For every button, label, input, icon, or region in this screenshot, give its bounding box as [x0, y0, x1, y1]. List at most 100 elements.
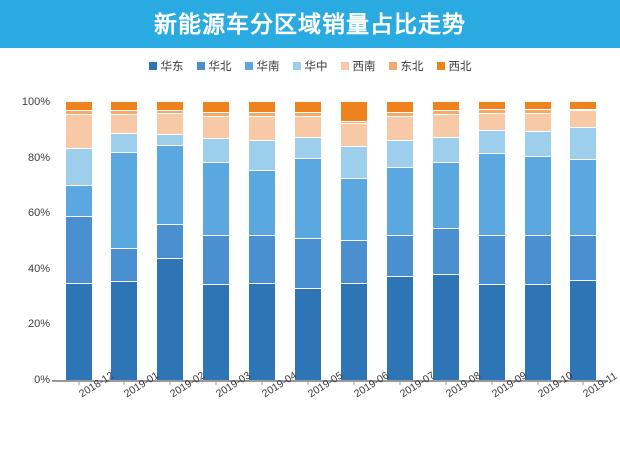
stacked-bar[interactable] [432, 102, 459, 380]
stacked-bar[interactable] [203, 102, 230, 380]
stacked-bar[interactable] [386, 102, 413, 380]
bar-segment-华中[interactable] [157, 133, 184, 146]
bar-segment-华中[interactable] [249, 139, 276, 171]
bar-segment-华东[interactable] [295, 288, 322, 380]
bar-segment-华南[interactable] [340, 178, 367, 240]
bar-segment-华东[interactable] [111, 281, 138, 380]
bar-column[interactable] [148, 102, 193, 385]
bar-segment-华中[interactable] [295, 136, 322, 158]
bar-segment-华东[interactable] [570, 279, 597, 380]
stacked-bar[interactable] [340, 102, 367, 380]
bar-segment-东北[interactable] [249, 111, 276, 116]
bar-segment-东北[interactable] [478, 108, 505, 114]
bar-segment-东北[interactable] [524, 108, 551, 114]
bar-segment-西北[interactable] [65, 102, 92, 111]
bar-segment-东北[interactable] [295, 111, 322, 116]
stacked-bar[interactable] [249, 102, 276, 380]
stacked-bar[interactable] [65, 102, 92, 380]
bar-column[interactable] [331, 102, 376, 385]
bar-column[interactable] [561, 102, 606, 385]
bar-segment-西南[interactable] [432, 114, 459, 137]
bar-segment-华中[interactable] [386, 139, 413, 168]
bar-segment-华北[interactable] [570, 235, 597, 280]
bar-segment-东北[interactable] [432, 110, 459, 115]
bar-segment-华北[interactable] [524, 235, 551, 285]
bar-segment-华南[interactable] [65, 185, 92, 216]
bar-segment-西北[interactable] [386, 102, 413, 112]
bar-segment-华北[interactable] [478, 235, 505, 285]
bar-segment-华南[interactable] [570, 158, 597, 236]
bar-column[interactable] [423, 102, 468, 385]
bar-segment-西南[interactable] [295, 115, 322, 137]
bar-segment-华东[interactable] [157, 257, 184, 380]
bar-segment-华东[interactable] [340, 282, 367, 380]
bar-column[interactable] [56, 102, 101, 385]
bar-segment-华中[interactable] [65, 147, 92, 186]
bar-column[interactable] [286, 102, 331, 385]
bar-segment-西南[interactable] [65, 114, 92, 148]
legend-item-华东[interactable]: 华东 [148, 58, 184, 74]
bar-segment-华南[interactable] [524, 156, 551, 236]
bar-segment-西北[interactable] [340, 102, 367, 122]
stacked-bar[interactable] [524, 102, 551, 380]
bar-segment-西北[interactable] [570, 102, 597, 109]
bar-segment-华北[interactable] [295, 238, 322, 289]
bar-segment-西南[interactable] [203, 115, 230, 139]
legend-item-西南[interactable]: 西南 [340, 58, 376, 74]
bar-segment-东北[interactable] [203, 111, 230, 116]
bar-column[interactable] [240, 102, 285, 385]
bar-segment-华北[interactable] [340, 239, 367, 283]
stacked-bar[interactable] [111, 102, 138, 380]
bar-segment-华中[interactable] [111, 132, 138, 152]
stacked-bar[interactable] [295, 102, 322, 380]
bar-segment-西北[interactable] [478, 102, 505, 109]
bar-segment-西北[interactable] [295, 102, 322, 112]
bar-segment-西南[interactable] [524, 113, 551, 132]
bar-segment-西南[interactable] [249, 115, 276, 140]
bar-column[interactable] [194, 102, 239, 385]
stacked-bar[interactable] [570, 102, 597, 380]
bar-column[interactable] [469, 102, 514, 385]
bar-segment-西北[interactable] [249, 102, 276, 112]
bar-segment-华中[interactable] [524, 131, 551, 157]
bar-segment-华东[interactable] [432, 274, 459, 380]
bar-segment-西南[interactable] [157, 113, 184, 134]
legend-item-华南[interactable]: 华南 [244, 58, 280, 74]
bar-segment-华北[interactable] [249, 235, 276, 283]
bar-segment-华中[interactable] [203, 138, 230, 162]
bar-segment-西南[interactable] [478, 113, 505, 130]
bar-segment-华南[interactable] [478, 153, 505, 236]
bar-segment-华东[interactable] [386, 275, 413, 380]
bar-segment-华南[interactable] [203, 161, 230, 236]
legend-item-华中[interactable]: 华中 [292, 58, 328, 74]
bar-segment-东北[interactable] [65, 110, 92, 115]
bar-column[interactable] [515, 102, 560, 385]
bar-segment-华南[interactable] [432, 161, 459, 229]
bar-segment-西南[interactable] [570, 110, 597, 127]
bar-column[interactable] [102, 102, 147, 385]
bar-segment-西北[interactable] [432, 102, 459, 111]
bar-segment-华中[interactable] [570, 126, 597, 159]
bar-segment-华南[interactable] [386, 167, 413, 236]
bar-segment-华中[interactable] [432, 136, 459, 162]
legend-item-华北[interactable]: 华北 [196, 58, 232, 74]
legend-item-西北[interactable]: 西北 [436, 58, 472, 74]
bar-segment-华北[interactable] [386, 235, 413, 276]
bar-segment-西南[interactable] [386, 115, 413, 140]
bar-segment-西北[interactable] [111, 102, 138, 111]
bar-segment-华北[interactable] [157, 224, 184, 258]
bar-segment-华东[interactable] [249, 282, 276, 380]
bar-segment-华东[interactable] [203, 284, 230, 380]
bar-segment-华南[interactable] [249, 170, 276, 236]
bar-segment-华北[interactable] [65, 215, 92, 283]
bar-segment-华中[interactable] [340, 146, 367, 179]
stacked-bar[interactable] [157, 102, 184, 380]
bar-segment-西北[interactable] [203, 102, 230, 112]
bar-segment-华东[interactable] [65, 282, 92, 380]
bar-segment-西南[interactable] [340, 122, 367, 147]
bar-segment-华东[interactable] [524, 284, 551, 380]
bar-segment-东北[interactable] [386, 111, 413, 116]
bar-segment-华东[interactable] [478, 284, 505, 380]
bar-segment-华北[interactable] [432, 228, 459, 275]
stacked-bar[interactable] [478, 102, 505, 380]
